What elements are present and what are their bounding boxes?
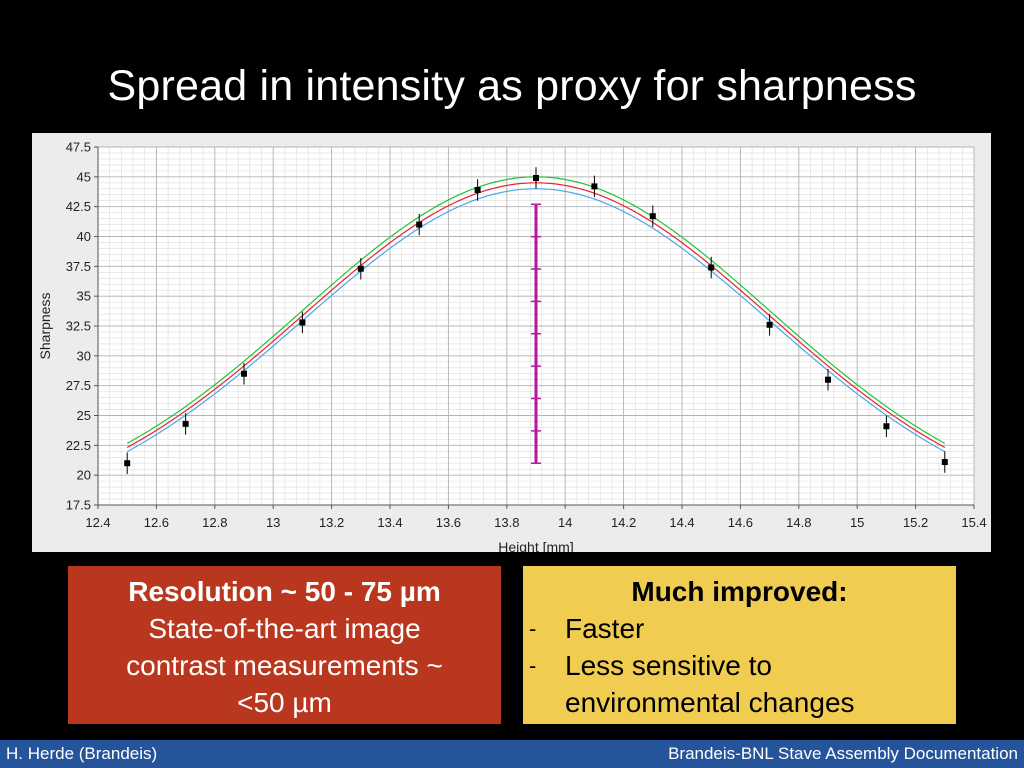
y-tick-label: 25	[77, 408, 91, 423]
data-point	[649, 213, 656, 220]
y-tick-label: 32.5	[66, 319, 91, 334]
bullet-text: environmental changes	[565, 687, 855, 718]
y-axis-label: Sharpness	[37, 293, 53, 360]
slide-title: Spread in intensity as proxy for sharpne…	[107, 62, 917, 110]
bullet-text: Less sensitive to	[565, 650, 772, 681]
y-tick-label: 40	[77, 229, 91, 244]
data-point	[591, 183, 598, 190]
y-tick-label: 42.5	[66, 199, 91, 214]
data-point	[883, 423, 890, 430]
x-tick-label: 15.4	[961, 515, 986, 530]
x-tick-label: 14	[558, 515, 572, 530]
sharpness-chart: 12.4 12.6 12.8 13 13.2 13.4 13.6 13.8 14 14.2 14.4…	[32, 133, 991, 552]
y-tick-label: 30	[77, 348, 91, 363]
data-point	[941, 459, 948, 466]
bullet-item: - Faster	[523, 610, 956, 647]
x-tick-label: 13.8	[494, 515, 519, 530]
bullet-dash: -	[529, 653, 537, 678]
data-point	[474, 186, 481, 193]
y-tick-label: 20	[77, 468, 91, 483]
resolution-line-3: <50 µm	[237, 687, 332, 718]
footer-bar: H. Herde (Brandeis) Brandeis-BNL Stave A…	[0, 740, 1024, 768]
data-point	[241, 370, 247, 377]
x-tick-label: 14.2	[611, 515, 636, 530]
y-tick-label: 47.5	[66, 140, 91, 155]
data-point	[182, 420, 189, 427]
y-tick-label: 22.5	[66, 438, 91, 453]
resolution-heading: Resolution ~ 50 - 75 µm	[128, 576, 441, 607]
y-tick-label: 37.5	[66, 259, 91, 274]
footer-author: H. Herde (Brandeis)	[6, 744, 158, 763]
data-point	[708, 264, 715, 271]
resolution-box: Resolution ~ 50 - 75 µm State-of-the-art…	[68, 566, 501, 724]
x-tick-label: 12.4	[85, 515, 110, 530]
x-tick-label: 15.2	[903, 515, 928, 530]
improvements-heading: Much improved:	[631, 576, 848, 607]
x-tick-label: 12.6	[144, 515, 169, 530]
data-point	[766, 321, 773, 328]
x-tick-label: 14.6	[728, 515, 753, 530]
data-point	[416, 221, 423, 228]
data-point	[533, 175, 539, 182]
chart-svg: 12.4 12.6 12.8 13 13.2 13.4 13.6 13.8 14 14.2 14.4…	[37, 140, 987, 553]
data-point	[357, 265, 364, 272]
x-tick-label: 13.2	[319, 515, 344, 530]
improvements-box: Much improved: - Faster - Less sensitive…	[523, 566, 956, 724]
y-tick-label: 45	[77, 169, 91, 184]
bullet-item: - Less sensitive to	[523, 647, 956, 684]
y-tick-label: 35	[77, 289, 91, 304]
bullet-text: Faster	[565, 613, 645, 644]
x-tick-label: 13.4	[377, 515, 402, 530]
x-tick-label: 15	[850, 515, 864, 530]
bullet-continuation: environmental changes	[523, 684, 956, 721]
resolution-line-1: State-of-the-art image	[148, 613, 421, 644]
y-tick-label: 17.5	[66, 498, 91, 513]
data-point	[124, 460, 131, 467]
y-tick-label: 27.5	[66, 378, 91, 393]
x-axis-label: Height [mm]	[498, 539, 573, 552]
x-tick-label: 13.6	[436, 515, 461, 530]
data-point	[825, 376, 831, 383]
bullet-dash: -	[529, 616, 537, 641]
fit-curve-3	[126, 188, 946, 453]
x-tick-label: 14.8	[786, 515, 811, 530]
footer-project: Brandeis-BNL Stave Assembly Documentatio…	[668, 744, 1018, 763]
x-tick-label: 14.4	[669, 515, 694, 530]
x-tick-label: 12.8	[202, 515, 227, 530]
resolution-line-2: contrast measurements ~	[126, 650, 443, 681]
x-tick-label: 13	[266, 515, 280, 530]
data-point	[299, 319, 306, 326]
